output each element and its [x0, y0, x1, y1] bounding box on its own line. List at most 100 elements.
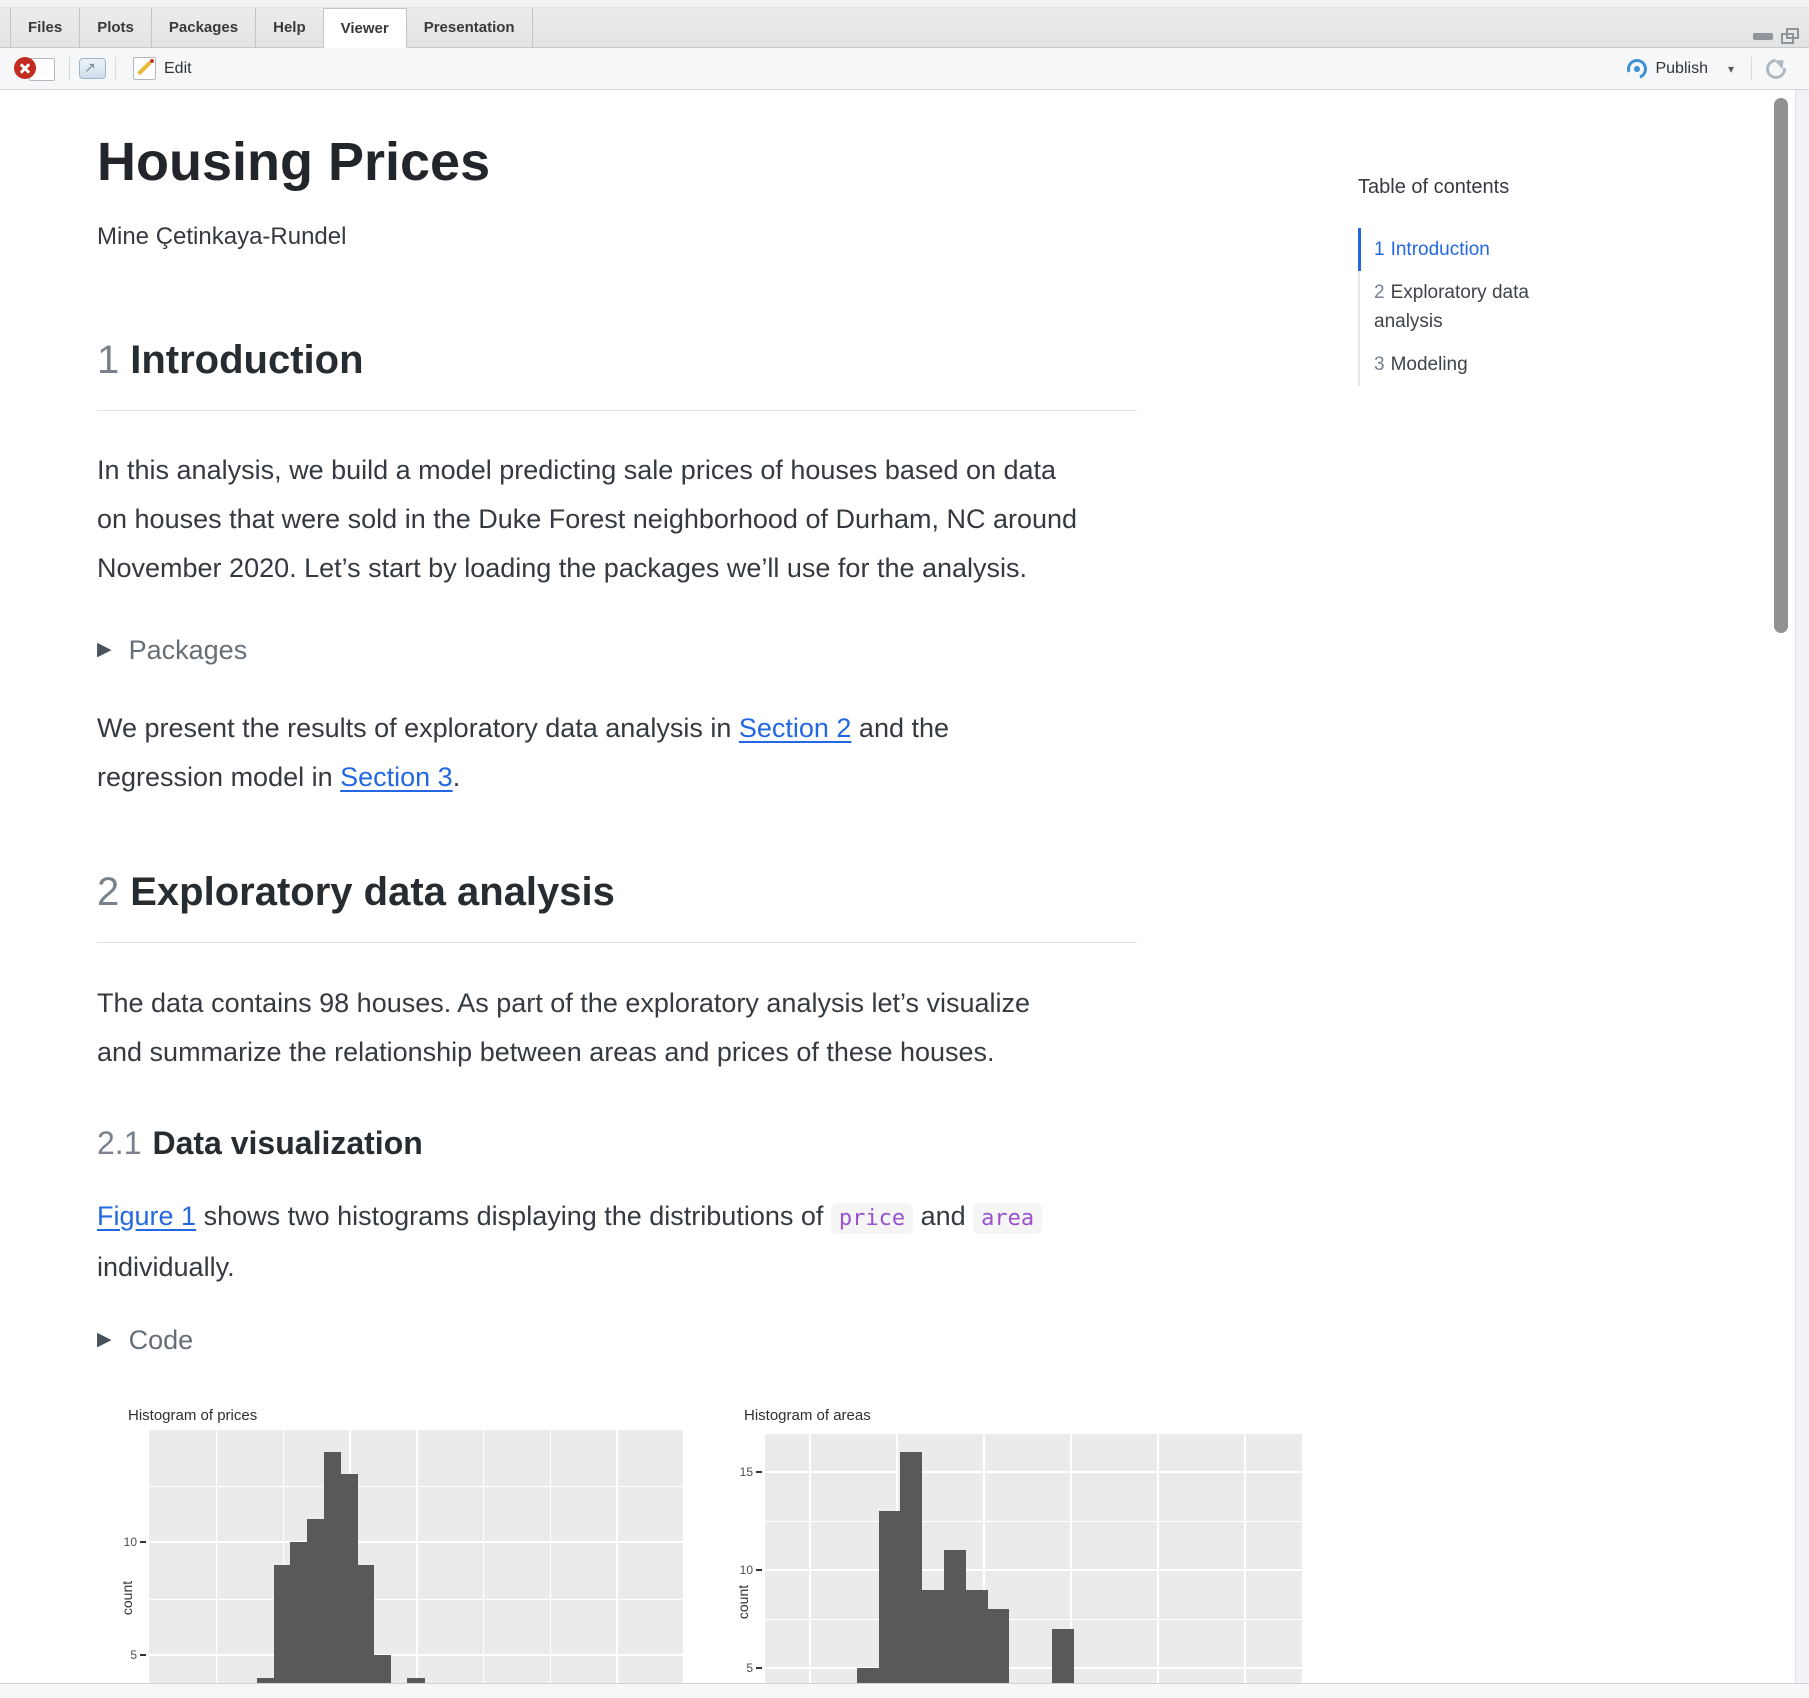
gridline-major — [765, 1471, 1302, 1474]
toc-item-exploratory-data-analysis[interactable]: 2 Exploratory data analysis — [1358, 271, 1588, 343]
y-tick-mark — [756, 1471, 762, 1474]
gridline-minor — [765, 1619, 1302, 1621]
code-disclosure-label: Code — [128, 1325, 194, 1355]
doc-link[interactable]: Section 2 — [738, 713, 852, 743]
toc-item-modeling[interactable]: 3 Modeling — [1358, 343, 1588, 386]
tab-viewer[interactable]: Viewer — [323, 8, 407, 48]
histogram-of-prices-chart: Histogram of prices count 5 10 — [105, 1406, 695, 1683]
edit-pencil-icon — [133, 57, 156, 80]
open-in-new-window-icon[interactable]: ↗ — [79, 58, 106, 79]
tab-presentation[interactable]: Presentation — [407, 8, 533, 47]
section-heading-eda: 2 Exploratory data analysis — [97, 868, 1137, 943]
paragraph-sections: We present the results of exploratory da… — [97, 713, 950, 792]
plot-panel — [765, 1434, 1302, 1683]
tab-files[interactable]: Files — [10, 8, 81, 47]
histogram-bar — [340, 1474, 358, 1683]
y-tick-mark — [140, 1654, 146, 1657]
gridline-vertical — [482, 1430, 485, 1683]
viewer-toolbar: ↗ Edit Publish ▾ — [0, 48, 1809, 90]
histogram-bar — [323, 1451, 342, 1683]
y-axis-label: count — [119, 1580, 135, 1616]
tab-help[interactable]: Help — [256, 8, 324, 47]
gridline-vertical — [282, 1430, 284, 1683]
code-disclosure[interactable]: ▶ Code — [97, 1325, 193, 1355]
histogram-bar — [943, 1550, 966, 1683]
plot-panel — [149, 1430, 683, 1683]
y-tick-mark — [140, 1541, 146, 1544]
histogram-bar — [1052, 1628, 1075, 1683]
chart-title: Histogram of areas — [744, 1407, 871, 1424]
gridline-major — [149, 1654, 683, 1657]
vertical-scrollbar-thumb[interactable] — [1774, 98, 1788, 633]
histogram-bar — [273, 1564, 291, 1683]
inline-code: area — [973, 1203, 1043, 1234]
table-of-contents: Table of contents 1 Introduction 2 Explora… — [1358, 174, 1588, 386]
section-number: 2 — [97, 870, 120, 914]
disclosure-triangle-icon: ▶ — [97, 1329, 112, 1350]
inline-code: price — [830, 1203, 914, 1234]
publish-button[interactable]: Publish ▾ — [1619, 55, 1742, 82]
y-tick-label: 5 — [746, 1661, 753, 1676]
histogram-bar — [921, 1589, 945, 1683]
section-number: 1 — [97, 338, 120, 382]
paragraph-figure: Figure 1 shows two histograms displaying… — [97, 1192, 1217, 1292]
edit-button-label: Edit — [164, 59, 192, 77]
doc-link[interactable]: Section 3 — [340, 762, 453, 792]
pane-top-strip — [0, 0, 1809, 8]
y-tick-label: 10 — [123, 1535, 137, 1550]
gridline-major — [765, 1569, 1302, 1572]
gridline-vertical — [809, 1434, 811, 1683]
clear-viewer-button[interactable] — [14, 55, 60, 83]
pane-right-edge — [1795, 90, 1809, 1683]
gridline-major — [149, 1541, 683, 1544]
edit-button[interactable]: Edit — [125, 54, 200, 83]
gridline-minor — [765, 1521, 1302, 1523]
toolbar-separator — [69, 56, 70, 81]
document-author: Mine Çetinkaya-Rundel — [97, 223, 347, 250]
toc-title: Table of contents — [1358, 176, 1510, 198]
y-tick-mark — [756, 1569, 762, 1572]
document-body: Housing Prices Mine Çetinkaya-Rundel 1 In… — [97, 90, 1757, 1683]
histogram-bar — [256, 1677, 275, 1683]
histogram-bar — [373, 1655, 392, 1683]
minimize-pane-icon[interactable] — [1753, 32, 1773, 40]
tab-packages[interactable]: Packages — [152, 8, 257, 47]
section-number: 2.1 — [97, 1125, 142, 1161]
subsection-heading-data-visualization: 2.1 Data visualization — [97, 1124, 423, 1162]
histogram-bar — [290, 1542, 308, 1683]
y-tick-label: 15 — [739, 1465, 753, 1480]
page-title: Housing Prices — [97, 132, 491, 192]
toolbar-separator — [115, 56, 116, 81]
tab-plots[interactable]: Plots — [80, 8, 152, 47]
histogram-bar — [307, 1519, 325, 1683]
chart-title: Histogram of prices — [128, 1407, 258, 1424]
publish-dropdown-caret[interactable]: ▾ — [1727, 61, 1734, 76]
maximize-pane-icon[interactable] — [1781, 28, 1799, 44]
gridline-minor — [149, 1598, 683, 1600]
gridline-vertical — [616, 1430, 618, 1683]
doc-link[interactable]: Figure 1 — [97, 1201, 197, 1231]
window-controls — [1753, 28, 1799, 44]
gridline-vertical — [549, 1430, 551, 1683]
section-heading-text: Exploratory data analysis — [130, 870, 615, 914]
pane-tab-bar: Files Plots Packages Help Viewer Present… — [0, 8, 1809, 48]
histogram-bar — [357, 1564, 375, 1683]
histogram-bar — [965, 1589, 988, 1683]
y-tick-label: 5 — [130, 1648, 137, 1663]
histogram-bar — [878, 1511, 901, 1683]
refresh-viewer-icon[interactable] — [1761, 54, 1791, 83]
histogram-bar — [900, 1452, 923, 1683]
gridline-vertical — [983, 1434, 985, 1683]
y-tick-label: 10 — [739, 1563, 753, 1578]
gridline-major — [765, 1667, 1302, 1670]
y-tick-mark — [756, 1667, 762, 1670]
paragraph-intro: In this analysis, we build a model predi… — [97, 455, 1078, 583]
packages-disclosure[interactable]: ▶ Packages — [97, 635, 247, 665]
histogram-bar — [856, 1668, 880, 1683]
publish-button-label: Publish — [1655, 59, 1708, 77]
pane-bottom-edge — [0, 1683, 1809, 1698]
section-heading-text: Introduction — [130, 338, 364, 382]
viewer-content: Housing Prices Mine Çetinkaya-Rundel 1 In… — [0, 90, 1809, 1683]
toc-item-introduction[interactable]: 1 Introduction — [1358, 228, 1588, 271]
figure-1: Histogram of prices count 5 10 Histogram of… — [97, 1406, 1757, 1683]
